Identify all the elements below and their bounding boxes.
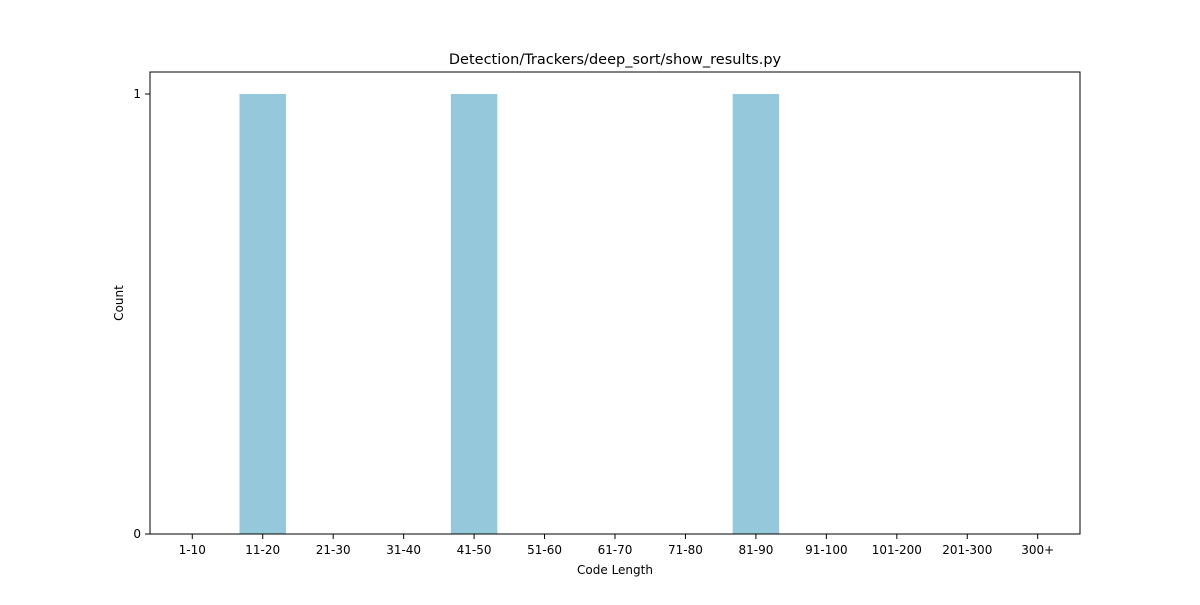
x-tick-label: 11-20 xyxy=(245,543,280,557)
bar-41-50 xyxy=(450,94,498,534)
y-tick-label: 1 xyxy=(133,87,141,101)
x-tick-label: 71-80 xyxy=(668,543,703,557)
bar-81-90 xyxy=(732,94,780,534)
x-tick-label: 61-70 xyxy=(598,543,633,557)
x-tick-label: 51-60 xyxy=(527,543,562,557)
x-tick-label: 41-50 xyxy=(457,543,492,557)
chart-title: Detection/Trackers/deep_sort/show_result… xyxy=(449,52,782,68)
y-axis-label: Count xyxy=(112,285,126,321)
x-axis-label: Code Length xyxy=(577,563,653,577)
x-tick-label: 201-300 xyxy=(942,543,992,557)
x-axis-ticks: 1-10 11-20 21-30 31-40 41-50 51-60 61-70 71-80 8… xyxy=(179,534,1054,557)
x-tick-label: 81-90 xyxy=(738,543,773,557)
bars-group xyxy=(239,94,780,534)
plot-frame xyxy=(149,71,1081,535)
x-tick-label: 21-30 xyxy=(316,543,351,557)
y-tick-label: 0 xyxy=(133,527,141,541)
x-tick-label: 101-200 xyxy=(872,543,922,557)
x-tick-label: 31-40 xyxy=(386,543,421,557)
x-tick-label: 300+ xyxy=(1021,543,1054,557)
x-tick-label: 1-10 xyxy=(179,543,206,557)
bar-11-20 xyxy=(239,94,286,534)
x-tick-label: 91-100 xyxy=(805,543,848,557)
y-axis-ticks: 01 xyxy=(133,87,150,541)
